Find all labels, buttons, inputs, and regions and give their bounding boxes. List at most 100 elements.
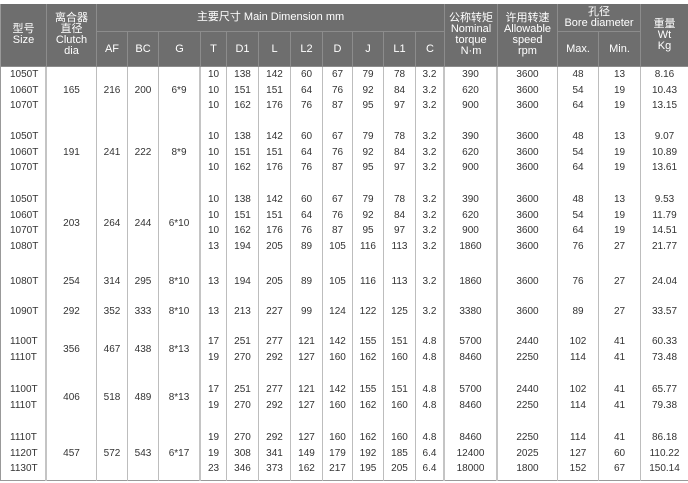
value-l: 142 — [266, 131, 283, 143]
value-c: 3.2 — [422, 146, 437, 158]
cell-g: 8*9 — [159, 129, 201, 192]
value-size: 1110T — [10, 399, 37, 411]
cell-l: 142 151 176 205 — [259, 192, 291, 268]
cell-bc: 543 — [128, 421, 159, 481]
cell-torque: 390 620 900 — [445, 67, 498, 129]
value-l2: 89 — [300, 240, 313, 252]
value-speed: 2250 — [516, 399, 539, 411]
value-d1: 151 — [234, 84, 251, 96]
value-wt: 11.79 — [652, 209, 677, 221]
value-torque: 12400 — [456, 447, 485, 459]
value-c: 3.2 — [422, 276, 437, 288]
cell-d: 67 76 87 105 — [323, 192, 353, 268]
value-l: 341 — [266, 447, 283, 459]
value-max: 89 — [572, 306, 584, 318]
value-t: 10 — [207, 69, 220, 81]
value-speed: 3600 — [516, 225, 539, 237]
cell-l2: 89 — [291, 268, 323, 298]
value-torque: 390 — [462, 131, 479, 143]
value-c: 4.8 — [422, 336, 437, 348]
cell-af: 352 — [97, 298, 128, 327]
cell-size: 1110T 1120T 1130T — [1, 421, 47, 481]
value-af: 314 — [103, 276, 121, 288]
value-max: 114 — [570, 351, 586, 363]
value-c: 3.2 — [422, 240, 437, 252]
value-d1: 162 — [234, 100, 251, 112]
value-speed: 3600 — [516, 240, 539, 252]
value-d: 179 — [329, 447, 346, 459]
cell-speed: 2250 2025 1800 — [498, 421, 558, 481]
cell-min: 41 41 — [599, 373, 641, 421]
value-c: 3.2 — [422, 162, 437, 174]
value-j: 195 — [359, 463, 377, 475]
value-torque: 900 — [462, 100, 479, 112]
value-t: 10 — [207, 209, 220, 221]
cell-speed: 3600 — [498, 268, 558, 298]
value-wt: 86.18 — [651, 432, 678, 444]
header-allowable-speed-text: Allowable — [503, 23, 552, 35]
cell-torque: 5700 8460 — [445, 373, 498, 421]
value-wt: 150.14 — [649, 463, 680, 475]
value-af: 572 — [103, 447, 121, 459]
value-l2: 64 — [300, 84, 313, 96]
value-t: 19 — [207, 351, 220, 363]
header-allowable-speed-text: 许用转速 — [505, 12, 550, 24]
cell-speed: 3600 3600 3600 3600 — [498, 192, 558, 268]
value-af: 352 — [103, 306, 121, 318]
value-wt: 14.51 — [651, 225, 678, 237]
value-d: 142 — [329, 336, 346, 348]
value-d1: 270 — [234, 432, 251, 444]
header-bore-min: Min. — [599, 32, 641, 67]
value-l1: 125 — [391, 306, 408, 318]
value-l2: 127 — [298, 351, 315, 363]
cell-l2: 60 64 76 89 — [291, 192, 323, 268]
value-size: 1080T — [10, 240, 39, 252]
cell-bc: 438 — [128, 327, 159, 373]
cell-speed: 3600 3600 3600 — [498, 67, 558, 129]
value-size: 1110T — [10, 351, 37, 363]
value-clutch: 406 — [63, 392, 80, 403]
value-j: 155 — [359, 384, 377, 396]
value-l1: 205 — [391, 463, 408, 475]
value-speed: 2025 — [516, 447, 539, 459]
header-l-text: L — [271, 42, 278, 55]
value-l2: 64 — [300, 146, 313, 158]
value-torque: 620 — [462, 146, 479, 158]
header-nominal-torque-text: N·m — [460, 45, 482, 57]
value-min: 19 — [613, 146, 626, 158]
cell-d: 160 179 217 — [323, 421, 353, 481]
cell-wt: 65.77 79.38 — [641, 373, 688, 421]
header-bc: BC — [128, 32, 159, 67]
value-d: 160 — [329, 351, 346, 363]
header-bore-max-text: Max. — [566, 42, 590, 55]
header-clutch-dia-text: dia — [64, 45, 79, 57]
value-wt: 9.53 — [654, 194, 675, 206]
value-t: 17 — [207, 384, 220, 396]
value-d1: 194 — [234, 240, 251, 252]
value-d1: 213 — [234, 306, 251, 318]
value-j: 155 — [359, 336, 377, 348]
value-min: 27 — [613, 276, 626, 288]
value-l1: 160 — [391, 351, 408, 363]
value-d1: 151 — [234, 209, 251, 221]
value-wt: 10.43 — [651, 84, 678, 96]
value-l: 292 — [266, 399, 283, 411]
value-l: 142 — [266, 194, 283, 206]
value-max: 127 — [569, 447, 587, 459]
value-l2: 89 — [300, 276, 313, 288]
value-wt: 24.04 — [651, 276, 678, 288]
value-l: 176 — [266, 100, 283, 112]
value-wt: 8.16 — [654, 69, 675, 81]
table-group: 1110T 1120T 1130T 457 572 543 6*17 19 19 23 270 308… — [1, 421, 688, 481]
header-size-text: 型号 — [12, 23, 35, 35]
value-torque: 1860 — [459, 240, 482, 252]
header-clutch-dia-text: 直径 — [60, 23, 83, 35]
value-bc: 543 — [134, 447, 152, 459]
value-g: 6*10 — [168, 217, 190, 229]
header-bore-diameter: 孔径 Bore diameter — [558, 4, 641, 32]
cell-c: 3.2 3.2 3.2 3.2 — [416, 192, 445, 268]
value-d1: 251 — [234, 384, 251, 396]
value-l2: 149 — [298, 447, 315, 459]
value-speed: 3600 — [516, 100, 539, 112]
value-torque: 390 — [462, 69, 479, 81]
